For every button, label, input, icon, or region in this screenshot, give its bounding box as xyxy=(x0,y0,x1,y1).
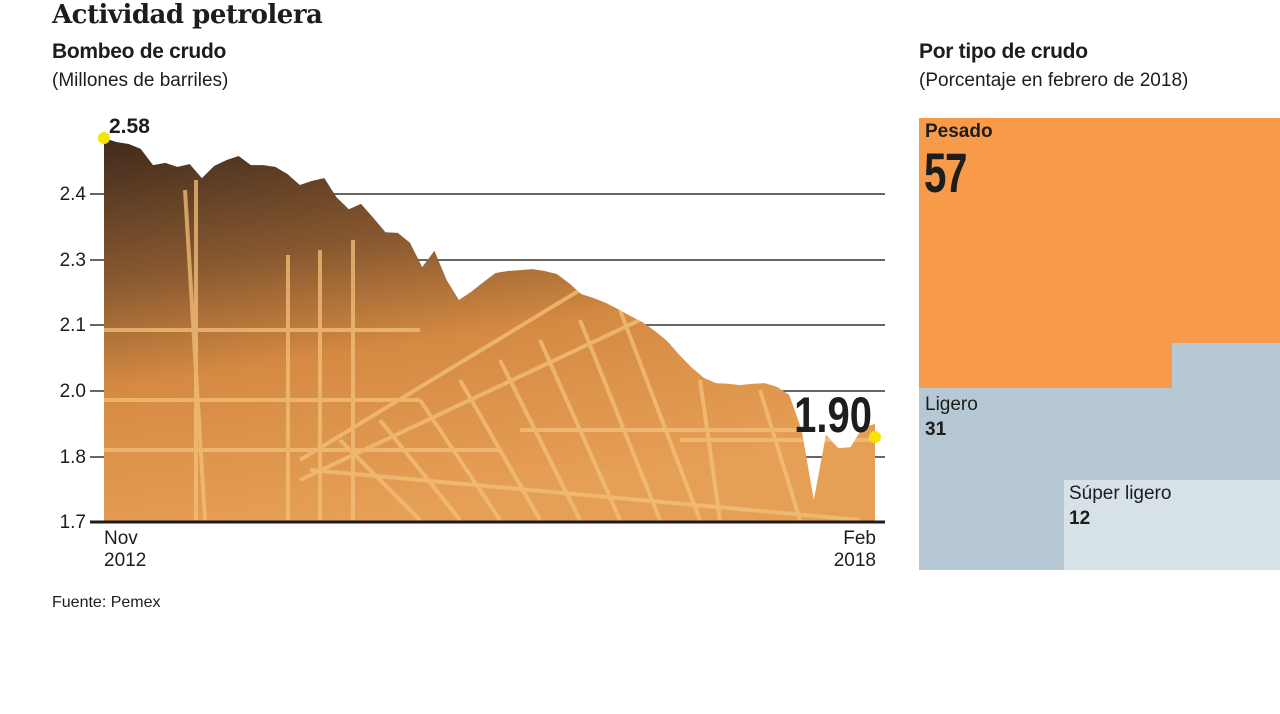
treemap-value-ligero: 31 xyxy=(925,419,947,440)
treemap-cell-pesado xyxy=(919,118,1280,343)
y-tick-label: 2.0 xyxy=(60,381,86,402)
photo-structure xyxy=(309,468,861,522)
treemap-cell-pesado-ext xyxy=(919,343,1172,388)
y-tick-label: 2.4 xyxy=(60,184,87,205)
page-title: Actividad petrolera xyxy=(52,0,323,30)
x-tick-start-year: 2012 xyxy=(104,550,147,571)
treemap-cell-super-ligero xyxy=(1064,480,1280,570)
x-tick-end: Feb 2018 xyxy=(834,528,876,572)
y-tick-label: 2.1 xyxy=(60,315,86,336)
photo-structure xyxy=(578,319,662,521)
treemap-title: Por tipo de crudo xyxy=(919,40,1088,63)
treemap-label-pesado: Pesado xyxy=(925,121,993,142)
source-note: Fuente: Pemex xyxy=(52,594,161,611)
chart-subtitle: (Millones de barriles) xyxy=(52,70,229,91)
treemap-subtitle: (Porcentaje en febrero de 2018) xyxy=(919,70,1189,91)
area-chart: 2.4 2.3 2.1 2.0 1.8 1.7 2.58 1.90 xyxy=(60,115,885,533)
treemap-value-super-ligero: 12 xyxy=(1069,508,1091,529)
data-label-first: 2.58 xyxy=(109,115,150,138)
area-series xyxy=(104,138,875,522)
photo-structure xyxy=(378,418,462,522)
photo-structure xyxy=(758,389,802,521)
x-tick-end-month: Feb xyxy=(843,528,876,549)
photo-structure xyxy=(183,189,207,521)
chart-title: Bombeo de crudo xyxy=(52,40,227,63)
treemap-value-pesado: 57 xyxy=(924,141,967,204)
marker-first xyxy=(98,132,110,144)
treemap: Pesado 57 Ligero 31 Súper ligero 12 xyxy=(919,118,1280,570)
x-tick-start: Nov 2012 xyxy=(104,528,146,572)
photo-structure xyxy=(498,359,582,521)
marker-last xyxy=(869,431,881,443)
photo-structure xyxy=(418,398,502,522)
x-tick-start-month: Nov xyxy=(104,528,138,549)
treemap-label-ligero: Ligero xyxy=(925,394,978,415)
treemap-label-super-ligero: Súper ligero xyxy=(1069,483,1172,504)
x-tick-end-year: 2018 xyxy=(833,550,876,571)
photo-structure xyxy=(618,309,702,521)
photo-structure xyxy=(298,288,582,462)
y-tick-label: 1.8 xyxy=(60,447,86,468)
photo-structure xyxy=(698,379,722,521)
y-tick-label: 2.3 xyxy=(60,250,86,271)
y-tick-label: 1.7 xyxy=(60,512,86,533)
data-label-last: 1.90 xyxy=(794,387,872,443)
